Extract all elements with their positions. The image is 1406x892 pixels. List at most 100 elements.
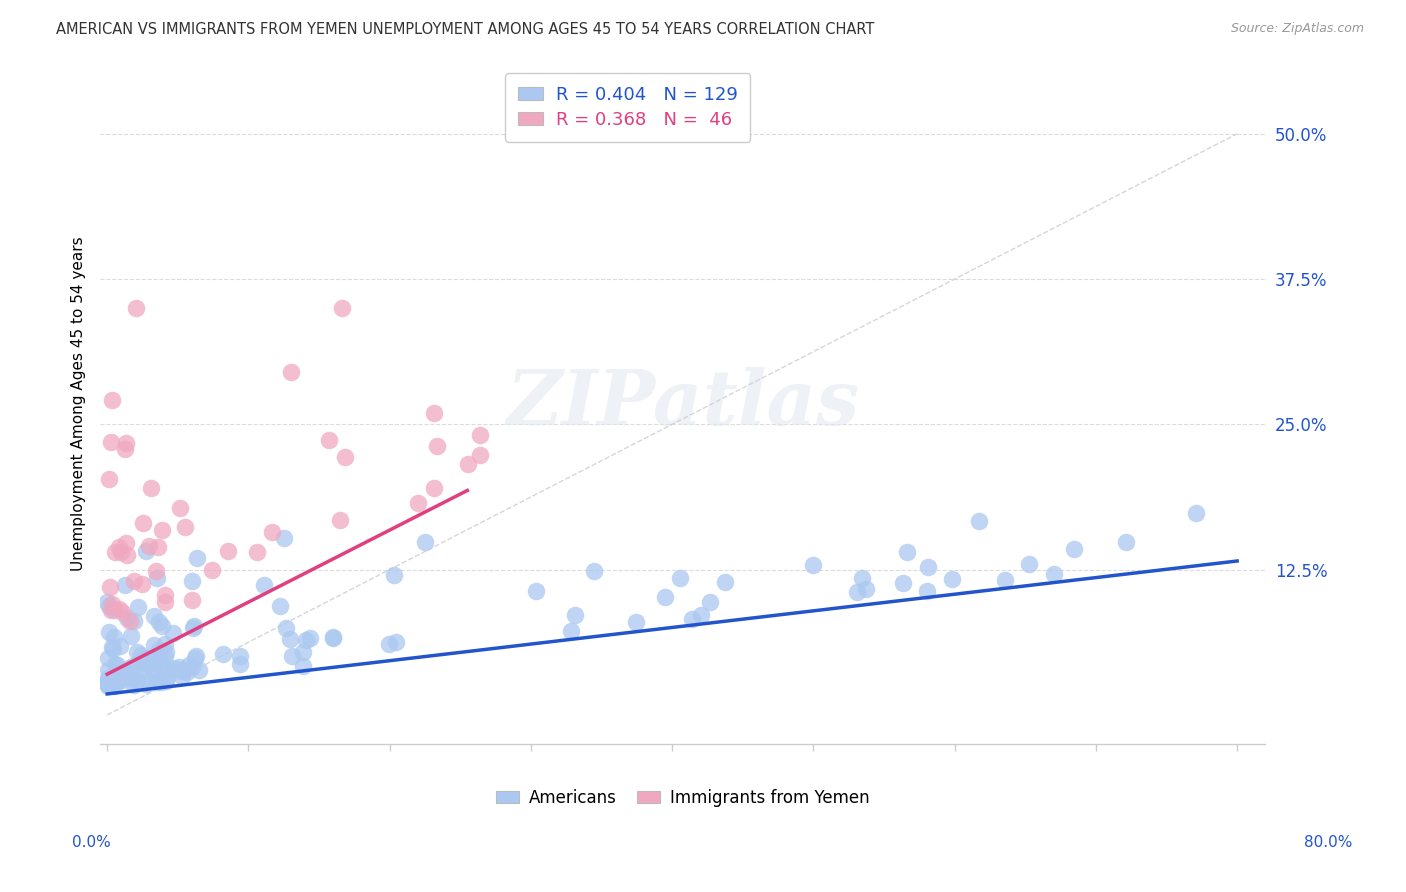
Point xyxy=(423,481,446,495)
Point xyxy=(654,590,676,604)
Point xyxy=(125,673,148,688)
Point xyxy=(468,428,491,442)
Text: Source: ZipAtlas.com: Source: ZipAtlas.com xyxy=(1230,22,1364,36)
Text: AMERICAN VS IMMIGRANTS FROM YEMEN UNEMPLOYMENT AMONG AGES 45 TO 54 YEARS CORRELA: AMERICAN VS IMMIGRANTS FROM YEMEN UNEMPL… xyxy=(56,22,875,37)
Point xyxy=(280,648,302,663)
Point xyxy=(108,540,131,554)
Point xyxy=(105,657,128,672)
Point xyxy=(624,615,647,629)
Point xyxy=(180,574,202,588)
Point xyxy=(146,571,169,585)
Point xyxy=(115,536,138,550)
Point xyxy=(669,571,692,585)
Point xyxy=(100,640,122,655)
Point xyxy=(176,665,198,680)
Point xyxy=(253,577,276,591)
Point xyxy=(299,631,322,645)
Text: 0.0%: 0.0% xyxy=(72,836,111,850)
Point xyxy=(120,629,142,643)
Y-axis label: Unemployment Among Ages 45 to 54 years: Unemployment Among Ages 45 to 54 years xyxy=(72,236,86,571)
Point xyxy=(127,599,149,614)
Point xyxy=(917,560,939,574)
Point xyxy=(105,667,128,681)
Point xyxy=(131,576,153,591)
Point xyxy=(103,631,125,645)
Point xyxy=(188,663,211,677)
Point xyxy=(457,457,479,471)
Point xyxy=(114,665,136,680)
Point xyxy=(104,657,127,672)
Point xyxy=(156,671,179,685)
Point xyxy=(111,673,134,688)
Point xyxy=(681,612,703,626)
Point xyxy=(891,575,914,590)
Point xyxy=(96,676,118,690)
Point xyxy=(292,658,315,673)
Point xyxy=(170,665,193,679)
Point xyxy=(690,608,713,623)
Point xyxy=(114,578,136,592)
Point xyxy=(136,657,159,671)
Point xyxy=(104,545,127,559)
Point xyxy=(132,657,155,672)
Point xyxy=(384,635,406,649)
Point xyxy=(162,626,184,640)
Point xyxy=(846,585,869,599)
Point xyxy=(127,664,149,678)
Point xyxy=(153,648,176,663)
Point xyxy=(135,543,157,558)
Point xyxy=(108,602,131,616)
Point xyxy=(896,545,918,559)
Point xyxy=(97,672,120,686)
Point xyxy=(153,595,176,609)
Point xyxy=(170,663,193,677)
Point xyxy=(174,520,197,534)
Point xyxy=(294,632,316,647)
Point xyxy=(468,448,491,462)
Point xyxy=(143,665,166,680)
Point xyxy=(278,632,301,646)
Point xyxy=(103,676,125,690)
Point xyxy=(97,678,120,692)
Point xyxy=(150,618,173,632)
Point xyxy=(122,673,145,687)
Point xyxy=(322,631,344,645)
Point xyxy=(124,677,146,691)
Point xyxy=(139,482,162,496)
Point xyxy=(1063,542,1085,557)
Legend: Americans, Immigrants from Yemen: Americans, Immigrants from Yemen xyxy=(489,782,876,814)
Point xyxy=(114,442,136,456)
Point xyxy=(100,603,122,617)
Point xyxy=(118,614,141,628)
Point xyxy=(149,674,172,689)
Point xyxy=(967,514,990,528)
Point xyxy=(135,676,157,690)
Point xyxy=(108,673,131,688)
Point xyxy=(100,435,122,450)
Point xyxy=(1115,534,1137,549)
Point xyxy=(115,548,138,562)
Point xyxy=(138,539,160,553)
Point xyxy=(179,658,201,673)
Point xyxy=(1018,557,1040,571)
Point xyxy=(180,659,202,673)
Point xyxy=(150,523,173,537)
Point xyxy=(122,659,145,673)
Point xyxy=(114,435,136,450)
Point xyxy=(103,603,125,617)
Point xyxy=(560,624,582,638)
Point xyxy=(382,567,405,582)
Text: ZIPatlas: ZIPatlas xyxy=(506,367,859,441)
Point xyxy=(333,450,356,464)
Point xyxy=(142,662,165,676)
Point xyxy=(135,650,157,665)
Point xyxy=(110,545,132,559)
Point xyxy=(406,496,429,510)
Point xyxy=(184,648,207,663)
Point xyxy=(112,667,135,681)
Point xyxy=(228,657,250,671)
Point xyxy=(145,564,167,578)
Point xyxy=(699,595,721,609)
Point xyxy=(136,674,159,689)
Point xyxy=(183,651,205,665)
